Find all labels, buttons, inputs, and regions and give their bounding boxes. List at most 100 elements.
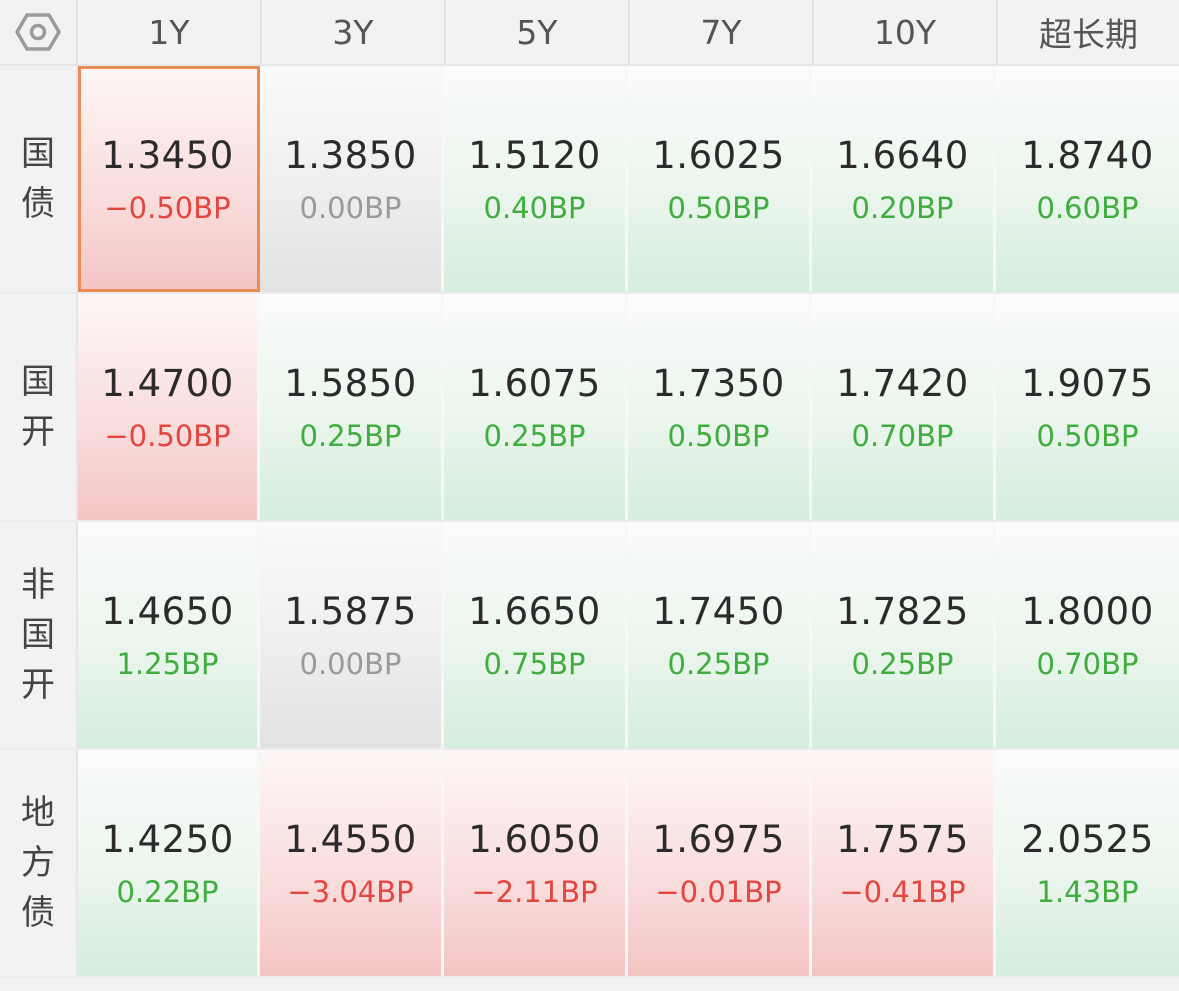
change-value: 0.50BP <box>667 190 770 225</box>
yield-value: 1.8740 <box>1021 133 1154 177</box>
column-header-ultra-long[interactable]: 超长期 <box>1039 15 1138 54</box>
quote-cell-local-gov-1y[interactable]: 1.4250 0.22BP <box>78 750 260 976</box>
change-value: 0.25BP <box>851 646 954 681</box>
column-header-10y[interactable]: 10Y <box>814 0 998 64</box>
yield-value: 1.7420 <box>836 361 969 405</box>
change-value: 0.25BP <box>299 418 402 453</box>
change-value: 0.00BP <box>299 190 402 225</box>
yield-value: 1.8000 <box>1021 589 1154 633</box>
yield-value: 1.5850 <box>284 361 417 405</box>
change-value: 0.20BP <box>851 190 954 225</box>
change-value: −0.01BP <box>655 874 782 909</box>
row-label-char: 开 <box>21 412 55 452</box>
quote-cell-non-cdb-policy-3y[interactable]: 1.5875 0.00BP <box>260 522 444 748</box>
quote-cell-cdb-ultra-long[interactable]: 1.9075 0.50BP <box>996 294 1179 520</box>
quote-cell-non-cdb-policy-7y[interactable]: 1.7450 0.25BP <box>628 522 812 748</box>
row-label-non-cdb-policy[interactable]: 非国开 <box>0 522 78 748</box>
change-value: −2.11BP <box>471 874 598 909</box>
quote-cell-treasury-1y[interactable]: 1.3450 −0.50BP <box>78 66 260 292</box>
yield-value: 1.4550 <box>284 817 417 861</box>
column-header-5y[interactable]: 5Y <box>446 0 630 64</box>
column-header-7y[interactable]: 7Y <box>630 0 814 64</box>
yield-value: 1.5875 <box>284 589 417 633</box>
bottom-strip <box>0 978 1179 991</box>
yield-value: 1.6975 <box>652 817 785 861</box>
row-label-char: 国 <box>21 362 55 402</box>
quote-cell-cdb-7y[interactable]: 1.7350 0.50BP <box>628 294 812 520</box>
change-value: −0.50BP <box>104 190 231 225</box>
quote-cell-treasury-5y[interactable]: 1.5120 0.40BP <box>444 66 628 292</box>
yield-value: 1.6650 <box>468 589 601 633</box>
yield-value: 1.4700 <box>101 361 234 405</box>
quote-cell-cdb-10y[interactable]: 1.7420 0.70BP <box>812 294 996 520</box>
yield-value: 1.6640 <box>836 133 969 177</box>
change-value: 0.40BP <box>483 190 586 225</box>
quote-cell-non-cdb-policy-1y[interactable]: 1.4650 1.25BP <box>78 522 260 748</box>
quote-cell-treasury-10y[interactable]: 1.6640 0.20BP <box>812 66 996 292</box>
row-label-char: 国 <box>21 134 55 174</box>
grid-body: 国债 1.3450 −0.50BP 1.3850 0.00BP 1.5120 0.40BP 1… <box>0 66 1179 978</box>
gear-hexagon-icon <box>15 13 61 51</box>
yield-value: 1.3450 <box>101 133 234 177</box>
yield-value: 2.0525 <box>1021 817 1154 861</box>
quote-cell-local-gov-10y[interactable]: 1.7575 −0.41BP <box>812 750 996 976</box>
settings-button[interactable] <box>0 0 78 64</box>
quote-cell-non-cdb-policy-5y[interactable]: 1.6650 0.75BP <box>444 522 628 748</box>
change-value: 0.50BP <box>667 418 770 453</box>
change-value: 1.43BP <box>1036 874 1139 909</box>
quote-cell-cdb-1y[interactable]: 1.4700 −0.50BP <box>78 294 260 520</box>
row-label-char: 非 <box>21 565 55 605</box>
row-label-char: 国 <box>21 615 55 655</box>
quote-cell-local-gov-5y[interactable]: 1.6050 −2.11BP <box>444 750 628 976</box>
change-value: 0.60BP <box>1036 190 1139 225</box>
row-label-char: 地 <box>21 793 55 833</box>
row-label-treasury[interactable]: 国债 <box>0 66 78 292</box>
row-label-local-gov[interactable]: 地方债 <box>0 750 78 976</box>
change-value: 0.70BP <box>1036 646 1139 681</box>
change-value: 0.50BP <box>1036 418 1139 453</box>
column-header-3y[interactable]: 3Y <box>262 0 446 64</box>
yield-value: 1.9075 <box>1021 361 1154 405</box>
quote-cell-treasury-ultra-long[interactable]: 1.8740 0.60BP <box>996 66 1179 292</box>
row-label-cdb[interactable]: 国开 <box>0 294 78 520</box>
row-treasury: 国债 1.3450 −0.50BP 1.3850 0.00BP 1.5120 0.40BP 1… <box>0 66 1179 294</box>
yield-value: 1.6075 <box>468 361 601 405</box>
quote-cell-local-gov-3y[interactable]: 1.4550 −3.04BP <box>260 750 444 976</box>
row-label-char: 债 <box>21 184 55 224</box>
yield-value: 1.4250 <box>101 817 234 861</box>
quote-cell-treasury-3y[interactable]: 1.3850 0.00BP <box>260 66 444 292</box>
quote-cell-cdb-5y[interactable]: 1.6075 0.25BP <box>444 294 628 520</box>
quote-cell-non-cdb-policy-ultra-long[interactable]: 1.8000 0.70BP <box>996 522 1179 748</box>
quote-cell-non-cdb-policy-10y[interactable]: 1.7825 0.25BP <box>812 522 996 748</box>
yield-value: 1.7350 <box>652 361 785 405</box>
row-non-cdb-policy: 非国开 1.4650 1.25BP 1.5875 0.00BP 1.6650 0.75BP 1… <box>0 522 1179 750</box>
change-value: −3.04BP <box>287 874 414 909</box>
quote-cell-local-gov-7y[interactable]: 1.6975 −0.01BP <box>628 750 812 976</box>
quote-cell-local-gov-ultra-long[interactable]: 2.0525 1.43BP <box>996 750 1179 976</box>
change-value: −0.41BP <box>839 874 966 909</box>
row-label-char: 债 <box>21 893 55 933</box>
yield-value: 1.6050 <box>468 817 601 861</box>
yield-value: 1.7825 <box>836 589 969 633</box>
column-header-row: 1Y 3Y 5Y 7Y 10Y 超长期 <box>0 0 1179 66</box>
change-value: 0.22BP <box>116 874 219 909</box>
row-label-char: 方 <box>21 843 55 883</box>
row-cdb: 国开 1.4700 −0.50BP 1.5850 0.25BP 1.6075 0.25BP 1… <box>0 294 1179 522</box>
change-value: 1.25BP <box>116 646 219 681</box>
change-value: 0.75BP <box>483 646 586 681</box>
yield-value: 1.6025 <box>652 133 785 177</box>
yield-value: 1.7450 <box>652 589 785 633</box>
column-header-1y[interactable]: 1Y <box>78 0 262 64</box>
change-value: 0.25BP <box>483 418 586 453</box>
yield-value: 1.4650 <box>101 589 234 633</box>
change-value: 0.70BP <box>851 418 954 453</box>
change-value: 0.00BP <box>299 646 402 681</box>
yield-value: 1.3850 <box>284 133 417 177</box>
quote-cell-treasury-7y[interactable]: 1.6025 0.50BP <box>628 66 812 292</box>
quote-cell-cdb-3y[interactable]: 1.5850 0.25BP <box>260 294 444 520</box>
change-value: 0.25BP <box>667 646 770 681</box>
row-label-char: 开 <box>21 665 55 705</box>
yield-value: 1.5120 <box>468 133 601 177</box>
yield-value: 1.7575 <box>836 817 969 861</box>
